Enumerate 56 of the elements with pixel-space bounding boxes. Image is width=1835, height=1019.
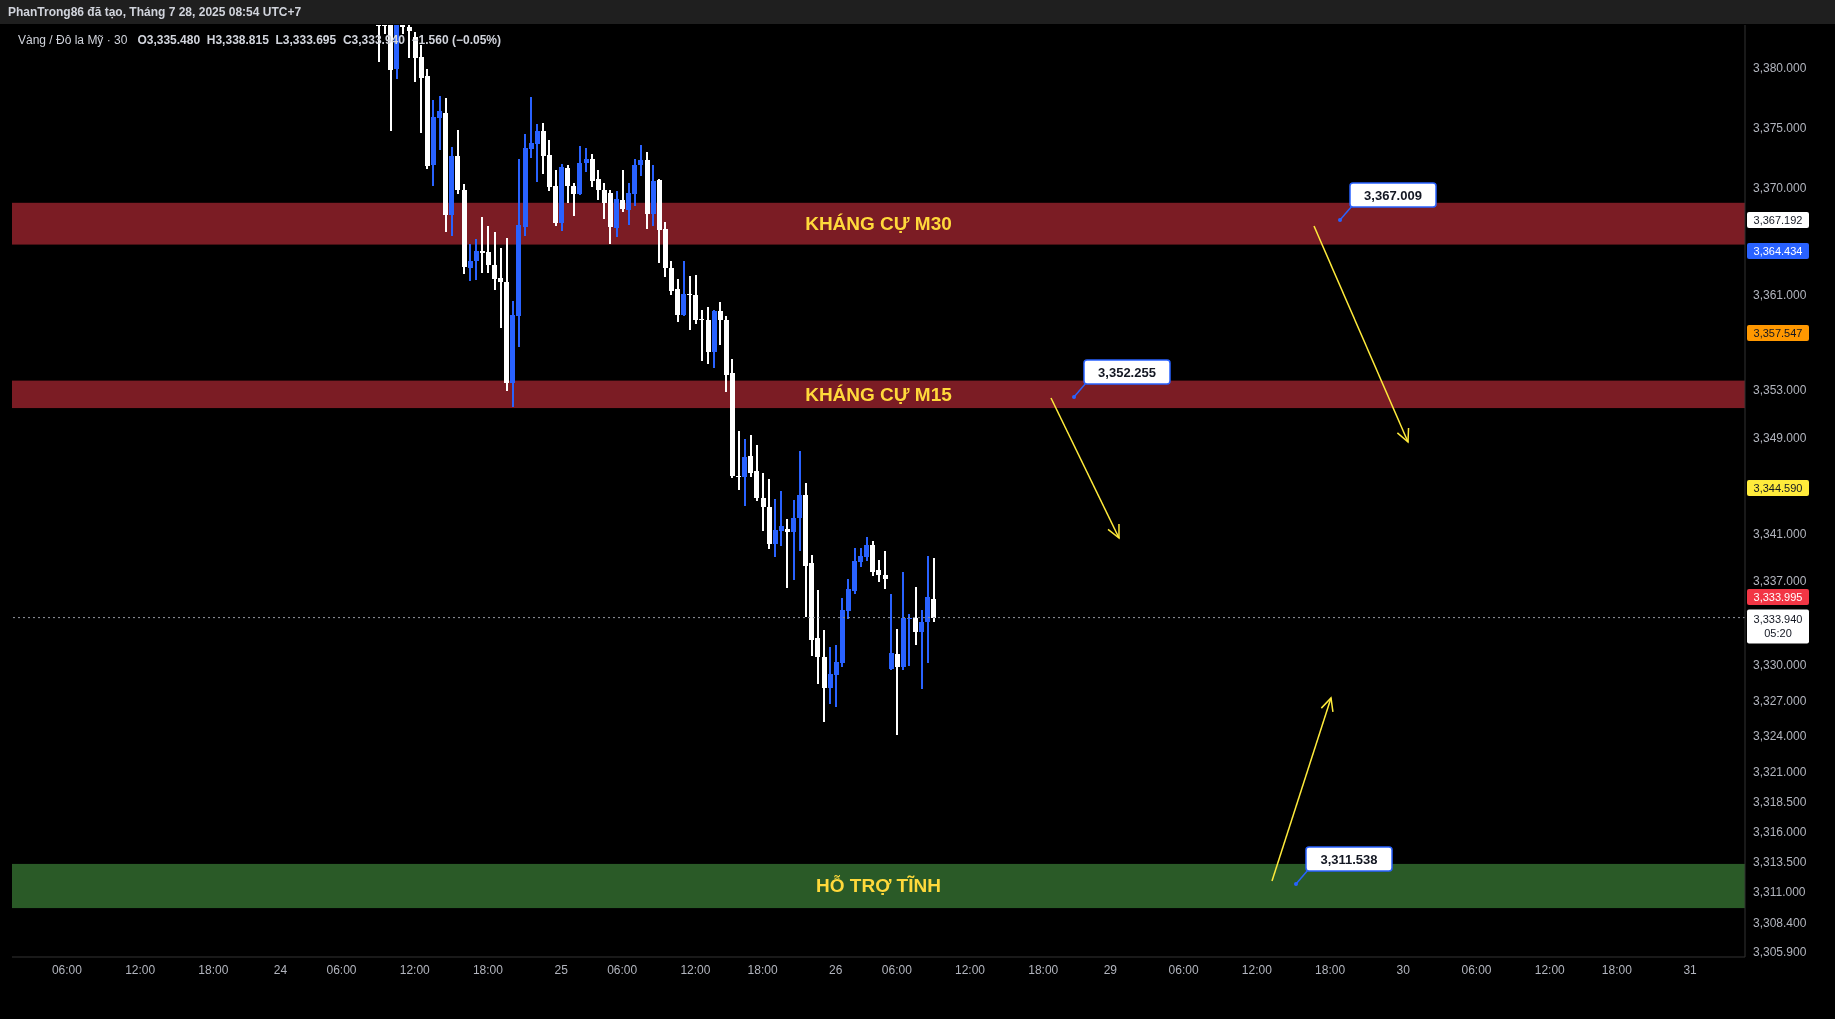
x-tick-label: 12:00 <box>680 962 711 977</box>
y-tick-label: 3,311.000 <box>1753 884 1806 899</box>
x-tick-label: 12:00 <box>125 962 156 977</box>
band-label: HỖ TRỢ TĨNH <box>816 875 941 897</box>
x-tick-label: 06:00 <box>1168 962 1199 977</box>
y-tick-label: 3,353.000 <box>1753 383 1807 398</box>
y-tick-label: 3,330.000 <box>1753 657 1807 672</box>
y-tick-label: 3,308.400 <box>1753 915 1807 930</box>
y-tick-label: 3,313.500 <box>1753 854 1807 869</box>
y-tick-label: 3,327.000 <box>1753 693 1807 708</box>
x-tick-label: 06:00 <box>326 962 357 977</box>
text: 3,333.995 <box>1753 591 1803 603</box>
x-tick-label: 24 <box>273 962 288 977</box>
annotation: 3,367.009 <box>1364 188 1422 203</box>
text: 3,364.434 <box>1753 245 1803 257</box>
x-tick-label: 12:00 <box>1534 962 1566 977</box>
y-tick-label: 3,316.000 <box>1753 824 1807 839</box>
y-tick-label: 3,337.000 <box>1753 574 1807 589</box>
x-tick-label: 25 <box>554 962 569 977</box>
x-tick-label: 12:00 <box>955 962 986 977</box>
y-tick-label: 3,380.000 <box>1753 61 1807 76</box>
band-label: KHÁNG CỰ M30 <box>805 213 952 235</box>
chart-title: PhanTrong86 đã tạo, Tháng 7 28, 2025 08:54 UTC+7 <box>0 0 1835 24</box>
text: 3,344.590 <box>1753 482 1803 494</box>
y-tick-label: 3,318.500 <box>1753 795 1807 810</box>
y-tick-label: 3,375.000 <box>1753 120 1807 135</box>
y-tick-label: 3,341.000 <box>1753 526 1807 541</box>
y-tick-label: 3,349.000 <box>1753 431 1807 446</box>
x-tick-label: 06:00 <box>51 962 83 977</box>
x-tick-label: 06:00 <box>881 962 913 977</box>
x-tick-label: 18:00 <box>1601 962 1633 977</box>
x-tick-label: 29 <box>1103 962 1118 977</box>
x-tick-label: 30 <box>1396 962 1411 977</box>
x-tick-label: 18:00 <box>1028 962 1059 977</box>
x-tick-label: 18:00 <box>472 962 504 977</box>
text: Vàng / Đô la Mỹ · 30 <box>18 33 128 47</box>
ref-line-label: 3,333.940 05:20 <box>1753 612 1803 639</box>
x-tick-label: 06:00 <box>1461 962 1492 977</box>
x-tick-label: 26 <box>829 962 843 977</box>
y-tick-label: 3,361.000 <box>1753 287 1807 302</box>
y-tick-label: 3,321.000 <box>1753 765 1807 780</box>
y-tick-label: 3,370.000 <box>1753 180 1807 195</box>
x-tick-label: 12:00 <box>399 962 431 977</box>
annotation: 3,311.538 <box>1320 852 1378 867</box>
text: 3,367.192 <box>1753 214 1803 226</box>
x-tick-label: 06:00 <box>607 962 638 977</box>
annotation: 3,352.255 <box>1098 365 1156 380</box>
band-label: KHÁNG CỰ M15 <box>805 383 953 405</box>
x-tick-label: 18:00 <box>198 962 229 977</box>
x-tick-label: 12:00 <box>1241 962 1273 977</box>
x-tick-label: 18:00 <box>1315 962 1346 977</box>
x-tick-label: 31 <box>1683 962 1698 977</box>
x-tick-label: 18:00 <box>747 962 778 977</box>
y-tick-label: 3,305.900 <box>1753 945 1807 960</box>
y-tick-label: 3,324.000 <box>1753 729 1807 744</box>
text: 3,357.547 <box>1753 327 1803 339</box>
